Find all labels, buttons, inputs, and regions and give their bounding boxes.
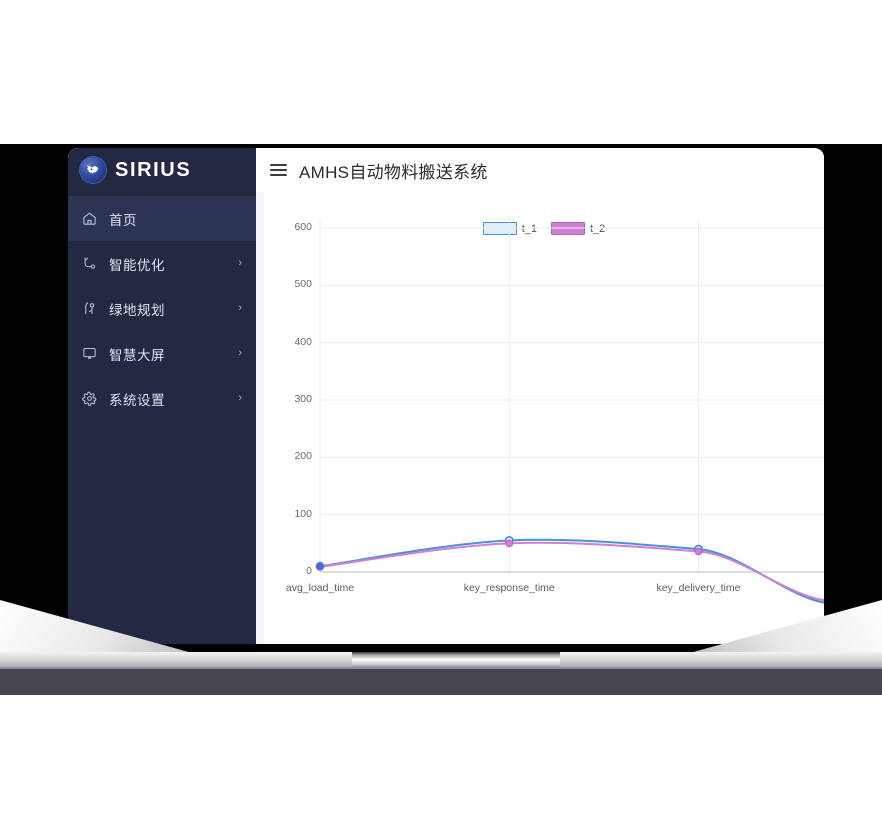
chevron-right-icon: › [238,347,242,359]
x-tick-label: key_response_time [463,582,555,594]
wolf-head-icon [80,157,106,183]
chart-card: t_1 t_2 0 100 200 300 400 500 600 [264,192,824,644]
main-area: AMHS自动物料搬送系统 t_1 [256,148,824,644]
sidebar-item-greenland-planning[interactable]: 绿地规划 › [68,286,256,331]
y-tick-label: 200 [294,450,312,463]
base-notch [352,652,560,669]
sidebar-item-label: 系统设置 [109,392,165,408]
x-tick-label: key_delivery_time [656,582,741,594]
hamburger-icon[interactable] [270,164,287,176]
base-highlight [0,667,882,669]
sidebar-item-system-settings[interactable]: 系统设置 › [68,376,256,421]
content-area: t_1 t_2 0 100 200 300 400 500 600 [256,192,824,644]
application-window: SIRIUS 首页 [68,148,824,644]
laptop-screen: SIRIUS 首页 [68,148,824,644]
base-right-wedge [686,600,882,654]
optimize-icon [82,256,104,271]
page-title: AMHS自动物料搬送系统 [299,162,488,182]
sidebar-item-label: 绿地规划 [109,302,165,318]
brand-logo[interactable]: SIRIUS [68,148,256,192]
topbar: AMHS自动物料搬送系统 [256,148,824,192]
sidebar-item-label: 首页 [109,212,137,228]
greenland-icon [82,301,104,316]
home-icon [82,211,104,226]
monitor-icon [82,346,104,361]
chevron-right-icon: › [238,302,242,314]
sidebar-nav: 首页 智能优化 › [68,196,256,421]
y-tick-label: 600 [294,221,312,233]
plot-svg [315,220,824,604]
sidebar-item-smart-display[interactable]: 智慧大屏 › [68,331,256,376]
brand-name: SIRIUS [115,159,192,181]
sidebar-item-label: 智能优化 [109,257,165,273]
x-tick-label: avg_load_time [285,582,355,594]
sidebar-item-intelligent-optimization[interactable]: 智能优化 › [68,241,256,286]
y-tick-label: 500 [294,278,312,291]
plot-area [264,192,824,644]
y-tick-label: 400 [294,335,312,348]
chevron-right-icon: › [238,392,242,404]
base-shadow-strip [0,669,882,695]
sidebar-item-label: 智慧大屏 [109,347,165,363]
line-chart: t_1 t_2 0 100 200 300 400 500 600 [264,192,824,644]
gear-icon [82,391,104,406]
y-tick-label: 0 [306,565,312,577]
sidebar-item-home[interactable]: 首页 [68,196,256,241]
chevron-right-icon: › [238,257,242,269]
y-tick-label: 100 [294,507,312,520]
sidebar: SIRIUS 首页 [68,148,256,644]
base-left-wedge [0,600,196,654]
laptop-base [0,600,882,670]
y-tick-label: 300 [294,393,312,405]
